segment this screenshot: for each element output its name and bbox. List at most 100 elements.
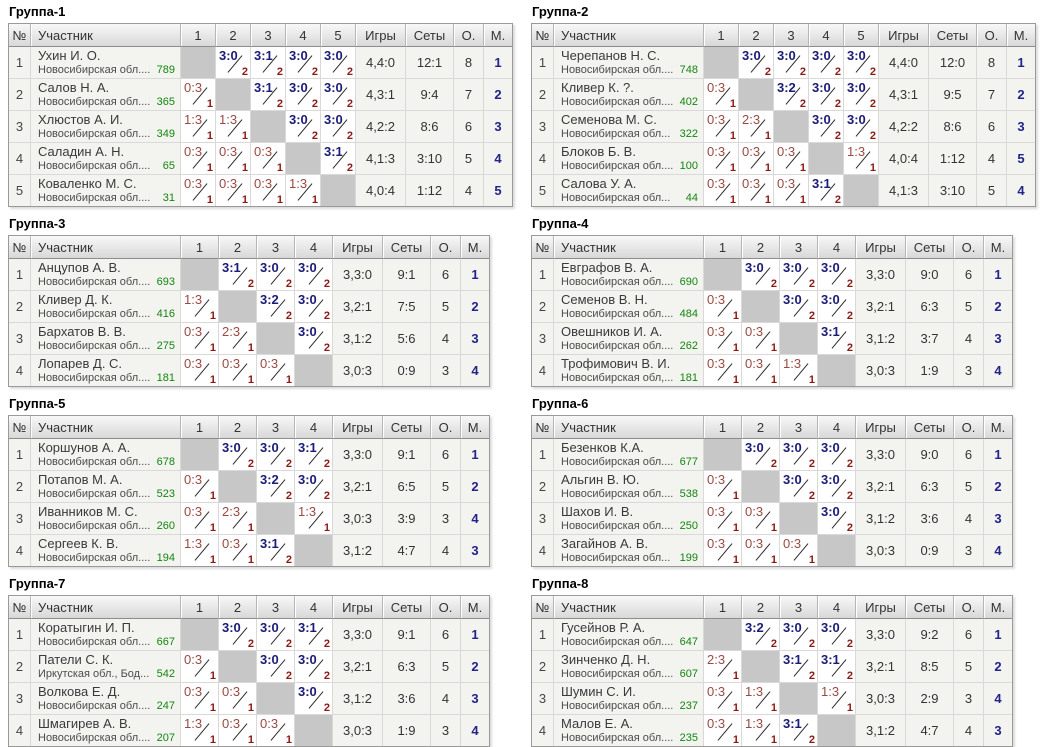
participant-region: Новосибирская обл.... (561, 276, 674, 288)
score-value: 3:0 (289, 48, 308, 63)
score-cell: 0:3 1 (703, 502, 741, 534)
points-cell: 6 (976, 110, 1006, 142)
games-won-count: 1 (764, 162, 771, 174)
place-cell: 4 (483, 142, 512, 174)
participant-region: Новосибирская обл.... (561, 456, 674, 468)
participant-region: Новосибирская обл.... (561, 488, 674, 500)
participant-region: Новосибирская обл... (561, 192, 671, 204)
col-header-round: 4 (285, 24, 320, 47)
points-cell: 6 (430, 439, 460, 470)
games-won-count: 1 (247, 522, 254, 534)
participant-rating: 44 (685, 192, 698, 204)
participant-name: Сергеев К. В. (38, 536, 119, 551)
col-header-place: М. (983, 596, 1012, 619)
row-number-cell: 4 (9, 714, 30, 746)
games-won-count: 1 (206, 194, 213, 206)
games-won-count: 1 (764, 130, 771, 142)
participant-name: Кливер К. ?. (561, 80, 634, 95)
points-cell: 4 (953, 714, 983, 746)
score-value: 3:0 (783, 292, 802, 307)
games-cell: 3,0:3 (332, 502, 382, 534)
games-won-count: 2 (285, 310, 292, 322)
self-match-cell (703, 47, 738, 78)
col-header-games: Игры (855, 596, 905, 619)
col-header-num: № (532, 236, 553, 259)
col-header-round: 2 (741, 416, 779, 439)
score-cell: 0:3 1 (773, 174, 808, 206)
self-match-cell (218, 290, 256, 322)
games-won-count: 2 (846, 458, 853, 470)
score-cell: 0:3 1 (180, 470, 218, 502)
participant-subline: Новосибирская обл.... 538 (561, 488, 698, 500)
participant-name: Коваленко М. С. (38, 176, 137, 191)
games-won-count: 1 (311, 194, 318, 206)
participant-region: Новосибирская обл.... (561, 160, 674, 172)
col-header-num: № (532, 24, 553, 47)
participant-cell: Бархатов В. В. Новосибирская обл.... 275 (30, 322, 180, 354)
place-cell: 1 (983, 259, 1012, 290)
games-won-count: 1 (732, 702, 739, 714)
col-header-round: 1 (180, 24, 215, 47)
score-cell: 0:3 1 (703, 354, 741, 386)
self-match-cell (779, 502, 817, 534)
score-value: 3:2 (260, 292, 279, 307)
col-header-participant: Участник (553, 416, 703, 439)
score-cell: 0:3 1 (703, 322, 741, 354)
sets-cell: 1:9 (382, 714, 430, 746)
participant-subline: Новосибирская обл.... 349 (38, 128, 175, 140)
games-cell: 4,4:0 (355, 47, 405, 78)
self-match-cell (180, 619, 218, 650)
participant-cell: Коршунов А. А. Новосибирская обл.... 678 (30, 439, 180, 470)
score-cell: 3:0 2 (218, 619, 256, 650)
score-value: 3:0 (847, 48, 866, 63)
score-value: 3:0 (219, 48, 238, 63)
participant-region: Новосибирская обл,... (561, 372, 674, 384)
score-cell: 3:1 2 (320, 142, 355, 174)
participant-region: Новосибирская обл.... (38, 552, 151, 564)
score-value: 3:0 (324, 112, 343, 127)
games-won-count: 2 (799, 98, 806, 110)
score-value: 0:3 (222, 356, 241, 371)
points-cell: 3 (953, 534, 983, 566)
score-cell: 0:3 1 (218, 354, 256, 386)
participant-subline: Новосибирская обл.... 100 (561, 160, 698, 172)
score-cell: 3:0 2 (285, 47, 320, 78)
participant-subline: Новосибирская обл.... 235 (561, 732, 698, 744)
score-value: 1:3 (219, 112, 238, 127)
participant-subline: Новосибирская обл.... 260 (38, 520, 175, 532)
games-won-count: 1 (770, 702, 777, 714)
col-header-games: Игры (332, 596, 382, 619)
score-cell: 3:0 2 (738, 47, 773, 78)
table-row: 2 Альгин В. Ю. Новосибирская обл.... 538 0:3… (532, 470, 1012, 502)
score-value: 3:0 (260, 260, 279, 275)
participant-rating: 607 (679, 668, 698, 680)
sets-cell: 5:6 (382, 322, 430, 354)
games-won-count: 2 (846, 342, 853, 354)
score-value: 0:3 (742, 176, 761, 191)
self-match-cell (180, 439, 218, 470)
score-value: 0:3 (707, 504, 726, 519)
sets-cell: 6:3 (382, 650, 430, 682)
sets-cell: 9:2 (905, 619, 953, 650)
games-won-count: 1 (799, 162, 806, 174)
row-number-cell: 3 (532, 682, 553, 714)
participant-region: Новосибирская обл.... (561, 636, 674, 648)
participant-cell: Иванников М. С. Новосибирская обл.... 260 (30, 502, 180, 534)
score-cell: 0:3 1 (218, 714, 256, 746)
table-row: 2 Семенов В. Н. Новосибирская обл.... 484 0:… (532, 290, 1012, 322)
participant-rating: 690 (679, 276, 698, 288)
place-cell: 3 (460, 682, 489, 714)
participant-rating: 247 (156, 700, 175, 712)
sets-cell: 0:9 (382, 354, 430, 386)
group-title: Группа-6 (532, 396, 589, 411)
row-number-cell: 2 (9, 650, 30, 682)
participant-name: Салов Н. А. (38, 80, 110, 95)
col-header-round: 1 (703, 416, 741, 439)
score-value: 3:1 (254, 48, 273, 63)
participant-region: Новосибирская обл.... (38, 456, 151, 468)
games-cell: 4,2:2 (878, 110, 928, 142)
col-header-num: № (532, 596, 553, 619)
place-cell: 5 (483, 174, 512, 206)
self-match-cell (294, 354, 332, 386)
participant-region: Новосибирская обл.... (38, 372, 151, 384)
